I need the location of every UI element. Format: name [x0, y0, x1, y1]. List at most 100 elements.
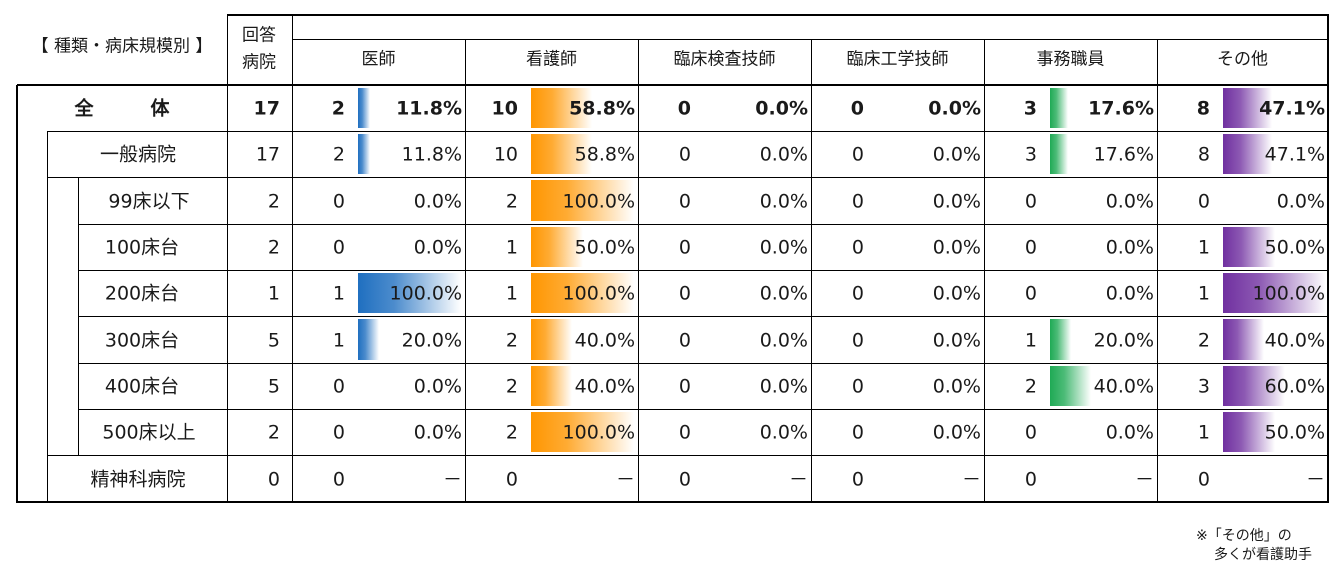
data-bar [358, 273, 461, 313]
count-value: 0 [851, 236, 864, 259]
indent-line [47, 131, 48, 503]
row-label: 500床以上 [102, 421, 196, 444]
percent-value: 0.0% [932, 236, 981, 259]
count-value: 0 [332, 236, 345, 259]
percent-value: 11.8% [401, 143, 462, 166]
count-value: 0 [1197, 190, 1210, 212]
row-label: 99床以下 [108, 190, 190, 212]
count-value: 0 [850, 97, 864, 120]
count-value: 3 [1024, 143, 1037, 166]
count-value: 0 [851, 421, 864, 444]
percent-value: 0.0% [1105, 236, 1154, 259]
percent-value: 0.0% [932, 421, 981, 444]
count-value: 1 [505, 236, 518, 259]
count-value: 0 [1024, 282, 1037, 305]
row-label: 100床台 [104, 236, 180, 259]
count-value: 0 [678, 143, 691, 166]
count-value: 0 [332, 190, 345, 212]
row-line [78, 409, 1329, 410]
row-line [47, 455, 1329, 456]
percent-value: 0.0% [413, 375, 462, 398]
row-label: 200床台 [104, 282, 180, 305]
percent-value: 100.0% [389, 282, 462, 305]
data-bar [531, 319, 573, 360]
percent-value: 47.1% [1259, 97, 1325, 120]
count-value: 3 [1023, 97, 1037, 120]
percent-value: － [1134, 468, 1154, 490]
respondents-count: 2 [267, 236, 280, 259]
col-line [292, 15, 293, 503]
count-value: 0 [505, 468, 518, 490]
percent-value: 0.0% [413, 190, 462, 212]
data-bar [1223, 319, 1265, 360]
percent-value: 0.0% [759, 190, 808, 212]
percent-value: 100.0% [1252, 282, 1325, 305]
count-value: 0 [677, 97, 691, 120]
row-line [78, 224, 1329, 225]
percent-value: － [961, 468, 981, 490]
percent-value: 0.0% [759, 143, 808, 166]
data-bar [531, 88, 592, 128]
count-value: 0 [1024, 190, 1037, 212]
col-line [984, 39, 985, 503]
count-value: 2 [1197, 329, 1210, 351]
percent-value: 0.0% [1105, 190, 1154, 212]
percent-value: 17.6% [1093, 143, 1154, 166]
count-value: 0 [851, 329, 864, 351]
col-line [465, 39, 466, 503]
percent-value: 40.0% [574, 375, 635, 398]
footnote: ※「その他」の 多くが看護助手 [1196, 527, 1312, 565]
respondents-count: 17 [255, 143, 280, 166]
count-value: 0 [678, 190, 691, 212]
count-value: 0 [1024, 468, 1037, 490]
count-value: 0 [332, 375, 345, 398]
row-line [47, 177, 1329, 178]
col-line [1157, 39, 1158, 503]
data-bar [1223, 134, 1272, 174]
data-bar [531, 273, 634, 313]
count-value: 0 [851, 468, 864, 490]
percent-value: － [442, 468, 462, 490]
group-header: 【 種類・病床規模別 】 [31, 36, 213, 57]
count-value: 0 [332, 421, 345, 444]
percent-value: 58.8% [574, 143, 635, 166]
count-value: 10 [493, 143, 518, 166]
percent-value: 20.0% [1093, 329, 1154, 351]
respondents-count: 17 [253, 97, 280, 120]
data-bar [358, 319, 379, 360]
percent-value: 100.0% [562, 282, 635, 305]
percent-value: 100.0% [562, 421, 635, 444]
data-bar [1050, 366, 1092, 406]
count-value: 2 [331, 97, 345, 120]
col-line [811, 39, 812, 503]
respondents-header: 病院 [242, 52, 276, 73]
data-bar [1050, 319, 1071, 360]
column-header: 臨床検査技師 [673, 49, 776, 70]
percent-value: － [615, 468, 635, 490]
percent-value: － [788, 468, 808, 490]
count-value: 1 [332, 329, 345, 351]
percent-value: 100.0% [562, 190, 635, 212]
percent-value: 0.0% [413, 236, 462, 259]
percent-value: 47.1% [1264, 143, 1325, 166]
count-value: 0 [851, 143, 864, 166]
count-value: 1 [1197, 421, 1210, 444]
column-header: 事務職員 [1036, 49, 1105, 70]
percent-value: 60.0% [1264, 375, 1325, 398]
count-value: 2 [505, 329, 518, 351]
percent-value: 0.0% [759, 375, 808, 398]
percent-value: 50.0% [1264, 421, 1325, 444]
row-line [78, 363, 1329, 364]
percent-value: 40.0% [574, 329, 635, 351]
count-value: 8 [1196, 97, 1210, 120]
data-bar [358, 134, 371, 174]
border-top [227, 14, 1329, 16]
row-label: 精神科病院 [90, 468, 186, 490]
percent-value: 0.0% [932, 282, 981, 305]
count-value: 0 [1024, 421, 1037, 444]
percent-value: 0.0% [932, 375, 981, 398]
count-value: 0 [678, 282, 691, 305]
percent-value: 0.0% [413, 421, 462, 444]
data-bar [531, 134, 592, 174]
row-label: 全 体 [74, 97, 170, 120]
